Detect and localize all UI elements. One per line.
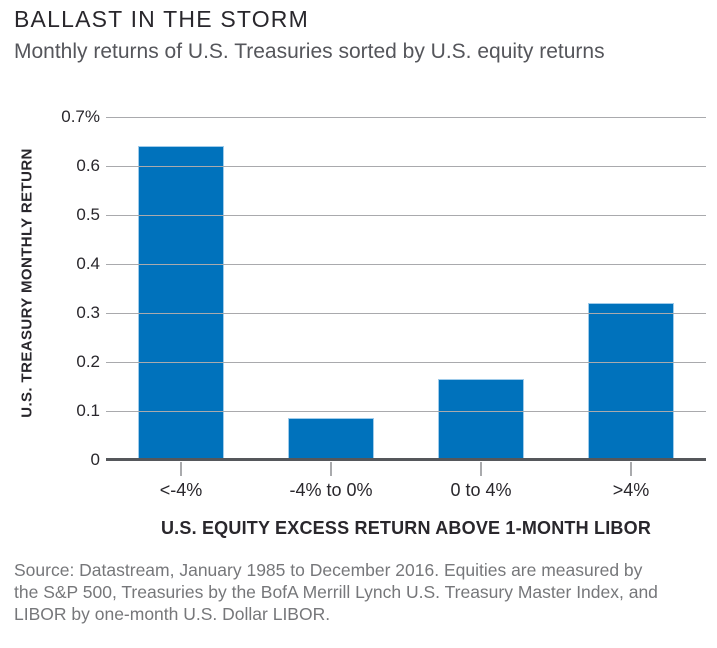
gridline bbox=[106, 263, 706, 265]
bar bbox=[438, 379, 524, 460]
x-axis-title: U.S. EQUITY EXCESS RETURN ABOVE 1-MONTH … bbox=[160, 518, 652, 538]
chart-title: BALLAST IN THE STORM bbox=[14, 6, 309, 32]
source-note: Source: Datastream, January 1985 to Dece… bbox=[14, 559, 714, 625]
y-tick-label: 0.5 bbox=[76, 205, 100, 224]
x-tick bbox=[480, 462, 482, 476]
gridline bbox=[106, 361, 706, 363]
source-line: the S&P 500, Treasuries by the BofA Merr… bbox=[14, 582, 658, 602]
bar bbox=[138, 146, 224, 460]
gridline bbox=[106, 214, 706, 216]
y-tick-label: 0.4 bbox=[76, 254, 100, 273]
plot-area: <-4% -4% to 0% 0 to 4% >4% bbox=[106, 116, 706, 500]
y-tick-label: 0.6 bbox=[76, 156, 100, 175]
y-tick-label: 0.2 bbox=[76, 352, 100, 371]
y-tick-label: 0.3 bbox=[76, 303, 100, 322]
x-tick-label: <-4% bbox=[159, 480, 203, 500]
x-tick-label: -4% to 0% bbox=[289, 480, 373, 500]
y-tick-label: 0.7% bbox=[61, 107, 100, 126]
x-tick-label: 0 to 4% bbox=[450, 480, 512, 500]
chart-subtitle: Monthly returns of U.S. Treasuries sorte… bbox=[14, 40, 605, 63]
bar bbox=[288, 418, 374, 460]
x-axis-baseline bbox=[106, 458, 706, 461]
gridline bbox=[106, 165, 706, 167]
gridline bbox=[106, 410, 706, 412]
y-tick-label: 0.1 bbox=[76, 401, 100, 420]
y-tick-label: 0 bbox=[90, 450, 100, 469]
source-line: LIBOR by one-month U.S. Dollar LIBOR. bbox=[14, 604, 331, 624]
gridline bbox=[106, 116, 706, 118]
gridline bbox=[106, 312, 706, 314]
source-line: Source: Datastream, January 1985 to Dece… bbox=[14, 560, 643, 580]
bar bbox=[588, 303, 674, 460]
x-tick bbox=[180, 462, 182, 476]
x-tick-label: >4% bbox=[612, 480, 650, 500]
y-axis-title: U.S. TREASURY MONTHLY RETURN bbox=[18, 148, 36, 418]
x-tick bbox=[630, 462, 632, 476]
x-tick bbox=[330, 462, 332, 476]
